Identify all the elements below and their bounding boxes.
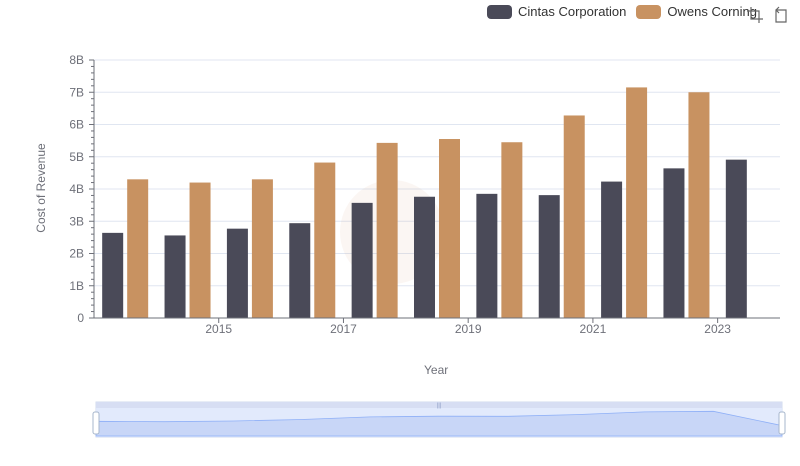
y-tick-label: 6B [69, 118, 84, 132]
y-tick-label: 0 [77, 311, 84, 325]
y-tick-label: 1B [69, 279, 84, 293]
bar-owens-corning-2020 [501, 142, 523, 318]
toolbox [746, 6, 798, 24]
x-tick-label: 2021 [580, 322, 607, 336]
legend-item-owens-corning[interactable]: Owens Corning [636, 4, 757, 19]
bar-owens-corning-2017 [314, 162, 336, 318]
bars [102, 87, 747, 318]
slider-handle-left[interactable] [92, 411, 100, 435]
svg-text:|||: ||| [437, 403, 442, 409]
x-tick-label: 2017 [330, 322, 357, 336]
bar-cintas-corporation-2021 [538, 195, 560, 318]
bar-cintas-corporation-2018 [351, 202, 373, 318]
legend-label-cintas: Cintas Corporation [518, 4, 627, 19]
slider-data-shadow [95, 410, 783, 437]
y-tick-label: 7B [69, 85, 84, 99]
zoom-select-icon[interactable] [746, 6, 764, 24]
legend-swatch-cintas [487, 4, 512, 19]
bar-owens-corning-2023 [688, 92, 710, 318]
x-tick-label: 2015 [205, 322, 232, 336]
x-tick-label: 2019 [455, 322, 482, 336]
legend: Cintas Corporation Owens Corning [487, 4, 767, 19]
bar-cintas-corporation-2024 [725, 159, 747, 318]
y-tick-label: 5B [69, 150, 84, 164]
bar-cintas-corporation-2016 [226, 228, 248, 318]
bar-cintas-corporation-2015 [164, 235, 186, 318]
y-tick-label: 3B [69, 214, 84, 228]
bar-owens-corning-2016 [251, 179, 273, 318]
bar-cintas-corporation-2023 [663, 168, 685, 318]
bar-cintas-corporation-2022 [601, 181, 623, 318]
bar-owens-corning-2022 [626, 87, 648, 318]
bar-cintas-corporation-2017 [289, 223, 311, 318]
axes: 0 1B 2B 3B 4B 5B 6B 7B 8B 2015 2017 2019 2021 2023 [69, 53, 780, 336]
bar-cintas-corporation-2020 [476, 193, 498, 318]
bar-owens-corning-2021 [563, 115, 585, 318]
x-axis-title: Year [424, 363, 449, 377]
bar-owens-corning-2015 [189, 182, 211, 318]
y-axis-title: Cost of Revenue [34, 143, 48, 233]
y-tick-label: 8B [69, 53, 84, 67]
zoom-reset-icon[interactable] [772, 6, 790, 24]
legend-label-owens-corning: Owens Corning [667, 4, 757, 19]
bar-cintas-corporation-2014 [102, 232, 124, 318]
legend-swatch-owens-corning [636, 4, 662, 19]
y-tick-label: 2B [69, 247, 84, 261]
slider-handle-right[interactable] [778, 411, 786, 435]
x-tick-label: 2023 [704, 322, 731, 336]
data-zoom-slider[interactable]: ||| [92, 401, 786, 438]
bar-owens-corning-2019 [439, 139, 460, 318]
y-tick-label: 4B [69, 182, 84, 196]
bar-cintas-corporation-2019 [414, 196, 435, 318]
bar-owens-corning-2014 [127, 179, 149, 318]
legend-item-cintas[interactable]: Cintas Corporation [487, 4, 626, 19]
bar-owens-corning-2018 [376, 142, 398, 318]
